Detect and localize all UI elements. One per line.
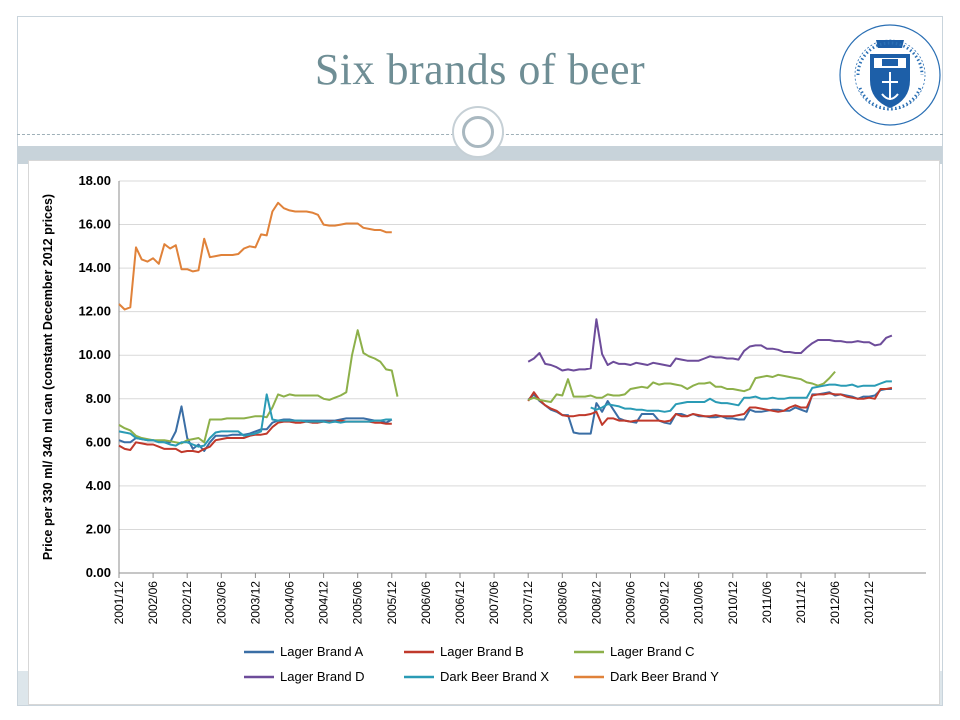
x-tick-label: 2011/12 <box>794 581 808 624</box>
legend-label: Lager Brand C <box>610 644 695 659</box>
series-line <box>118 405 393 452</box>
y-tick-label: 8.00 <box>86 391 111 406</box>
x-tick-label: 2007/12 <box>521 581 535 625</box>
price-line-chart: 0.00 2.00 4.00 6.00 8.00 10.00 12.00 14.00 16.00… <box>41 173 926 684</box>
x-tick-label: 2004/06 <box>282 581 296 625</box>
slide-frame <box>17 16 943 706</box>
x-tick-label: 2001/12 <box>112 581 126 625</box>
series-line <box>590 380 892 413</box>
x-tick-label: 2006/12 <box>453 581 467 625</box>
series-line <box>118 329 399 445</box>
x-tick-label: 2002/12 <box>180 581 194 625</box>
y-tick-label: 10.00 <box>78 347 111 362</box>
university-crest-logo <box>839 24 941 126</box>
chart-container: 0.00 2.00 4.00 6.00 8.00 10.00 12.00 14.00 16.00… <box>28 160 940 705</box>
y-tick-label: 4.00 <box>86 478 111 493</box>
y-tick-label: 0.00 <box>86 565 111 580</box>
x-tick-label: 2012/06 <box>828 581 842 625</box>
crest-book <box>882 59 898 66</box>
y-tick-label: 14.00 <box>78 260 111 275</box>
y-tick-label: 16.00 <box>78 217 111 232</box>
x-tick-label: 2002/06 <box>146 581 160 625</box>
legend-label: Dark Beer Brand X <box>440 669 549 684</box>
slide-title: Six brands of beer <box>314 45 646 94</box>
x-tick-label: 2007/06 <box>487 581 501 625</box>
legend-label: Lager Brand D <box>280 669 365 684</box>
x-tick-label: 2010/12 <box>726 581 740 625</box>
y-tick-label: 6.00 <box>86 434 111 449</box>
y-tick-label: 2.00 <box>86 521 111 536</box>
x-tick-label: 2004/12 <box>317 581 331 625</box>
x-tick-label: 2009/12 <box>658 581 672 625</box>
x-tick-label: 2006/06 <box>419 581 433 625</box>
legend-label: Dark Beer Brand Y <box>610 669 719 684</box>
series-line <box>118 393 392 448</box>
x-tick-label: 2005/06 <box>351 581 365 625</box>
x-tick-label: 2003/06 <box>214 581 228 625</box>
divider-ring-inner <box>462 116 494 148</box>
series-line <box>118 419 392 454</box>
x-tick-label: 2003/12 <box>248 581 262 625</box>
x-tick-label: 2005/12 <box>385 581 399 625</box>
x-tick-label: 2009/06 <box>623 581 637 625</box>
x-tick-label: 2011/06 <box>760 581 774 624</box>
y-tick-label: 18.00 <box>78 173 111 188</box>
divider-ring-ornament <box>452 106 504 158</box>
series-line <box>527 370 836 403</box>
x-tick-label: 2012/12 <box>862 581 876 625</box>
legend-label: Lager Brand A <box>280 644 363 659</box>
series-line <box>118 201 392 311</box>
x-tick-label: 2008/06 <box>555 581 569 625</box>
crest-ring <box>839 24 941 126</box>
series-line <box>527 318 893 372</box>
crest-top-emblem <box>876 40 904 48</box>
x-tick-label: 2008/12 <box>589 581 603 625</box>
y-axis-title: Price per 330 ml/ 340 ml can (constant D… <box>41 194 55 560</box>
series-line <box>527 386 893 426</box>
crest-anchor <box>881 72 899 100</box>
x-tick-label: 2010/06 <box>692 581 706 625</box>
y-tick-label: 12.00 <box>78 304 111 319</box>
legend-label: Lager Brand B <box>440 644 524 659</box>
